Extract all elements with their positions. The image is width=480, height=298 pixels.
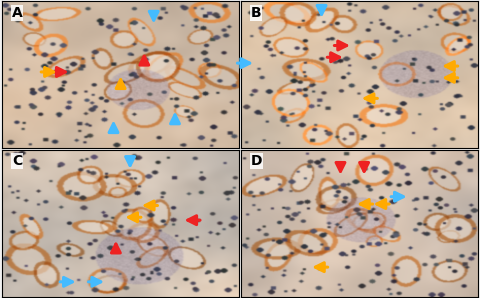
Text: D: D [251,154,262,168]
Text: A: A [12,6,23,20]
Text: C: C [12,154,22,168]
Text: B: B [251,6,261,20]
